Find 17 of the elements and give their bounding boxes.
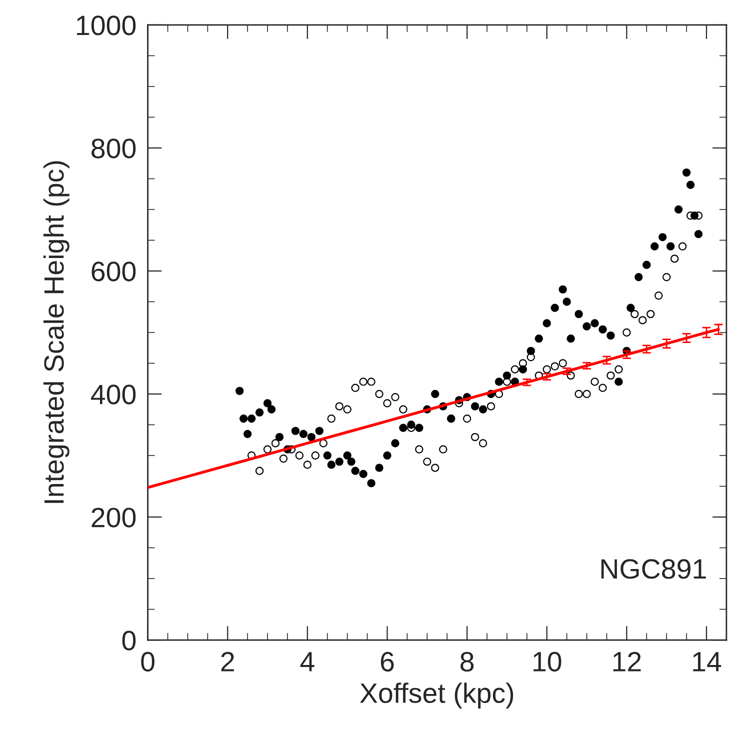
x-axis-title: Xoffset (kpc) <box>360 682 514 709</box>
x-tick-label: 12 <box>613 652 641 672</box>
y-tick-label: 200 <box>92 508 136 528</box>
x-tick-label: 2 <box>221 652 234 672</box>
x-tick-label: 6 <box>380 652 394 672</box>
y-tick-label: 600 <box>92 262 136 282</box>
y-tick-label: 0 <box>122 630 136 650</box>
y-tick-label: 400 <box>90 384 136 404</box>
y-tick-label: 800 <box>92 138 136 158</box>
x-tick-label: 0 <box>141 652 154 672</box>
x-tick-label: 4 <box>300 652 314 672</box>
x-tick-label: 10 <box>534 652 562 672</box>
y-tick-label: 1000 <box>77 16 136 36</box>
annotation: NGC891 <box>601 559 706 579</box>
x-tick-label: 8 <box>460 652 474 672</box>
y-axis-title: Integrated Scale Height (pc) <box>43 161 70 503</box>
x-tick-label: 14 <box>693 652 722 672</box>
